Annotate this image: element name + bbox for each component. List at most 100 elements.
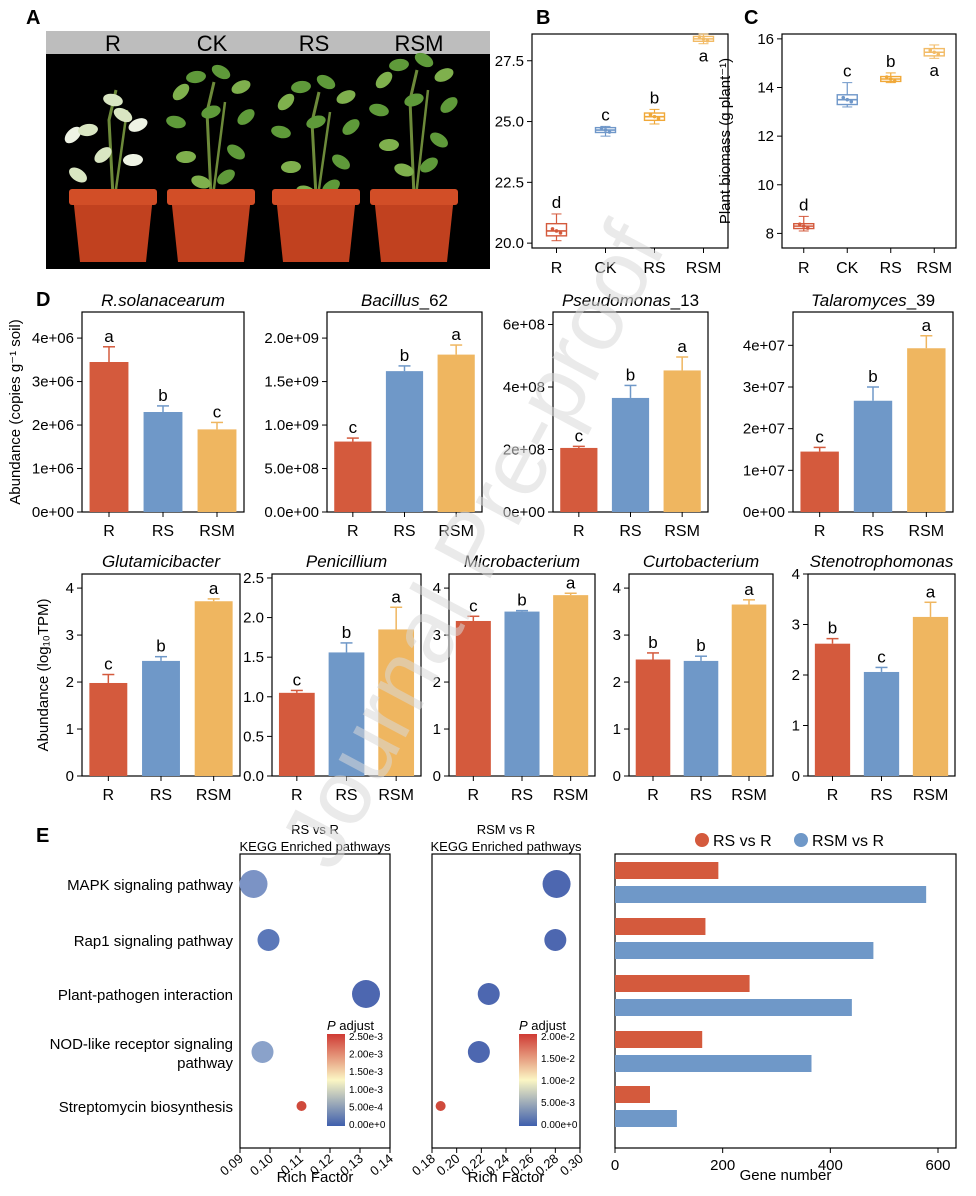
- data-point: [603, 128, 608, 132]
- chart-title: Stenotrophomonas: [810, 552, 954, 571]
- y-tick-label: 1e+06: [32, 461, 74, 478]
- legend-title-p: P: [327, 1018, 336, 1033]
- plant-leaf: [316, 74, 336, 90]
- y-tick-label: 2: [433, 674, 441, 691]
- x-tick-label: 400: [818, 1157, 843, 1174]
- bar-rs: [611, 397, 650, 512]
- enrichment-dot: [544, 929, 567, 951]
- y-tick-label: 1: [792, 718, 800, 735]
- x-tick-label: R: [291, 787, 303, 804]
- bar-rs: [504, 611, 540, 776]
- bar-rsm: [378, 629, 415, 776]
- enrichment-dot: [542, 870, 571, 898]
- y-tick-label: 1.0e+09: [264, 417, 319, 434]
- x-tick-label: RS: [150, 787, 172, 804]
- y-tick-label: 14: [757, 80, 774, 97]
- plant-leaf: [306, 115, 326, 129]
- x-axis-label: Rich Factor: [468, 1169, 545, 1186]
- bar-rs: [143, 412, 183, 512]
- legend-label: 5.00e-4: [349, 1102, 383, 1113]
- legend-label: RSM vs R: [812, 833, 884, 850]
- significance-letter: b: [868, 367, 877, 386]
- significance-letter: a: [209, 579, 219, 598]
- legend-label: 0.00e+0: [541, 1120, 578, 1131]
- y-tick-label: 0.5: [243, 728, 264, 745]
- y-tick-label: 4e+08: [503, 379, 545, 396]
- enrichment-dot: [296, 1101, 307, 1111]
- data-point: [884, 75, 889, 79]
- data-point: [558, 231, 563, 235]
- significance-letter: b: [626, 365, 635, 384]
- title-suffix: _13: [670, 291, 699, 310]
- x-tick-label: 200: [710, 1157, 735, 1174]
- significance-letter: a: [677, 337, 687, 356]
- significance-letter: a: [922, 316, 932, 335]
- bar-rs: [328, 652, 365, 776]
- y-tick-label: 3e+06: [32, 374, 74, 391]
- x-tick-label: RSM: [731, 787, 767, 804]
- panel-d8-chart: 0 1 2 3 4 Rb RS b RSM a Curtobacterium: [613, 552, 774, 804]
- y-tick-label: 22.5: [495, 174, 524, 191]
- panel-d7-chart: 0 1 2 3 4 Rc RS b RSM a Microbacterium: [433, 552, 596, 804]
- legend-label: 5.00e-3: [541, 1098, 575, 1109]
- plant-leaf: [103, 93, 123, 107]
- x-tick-label: R: [468, 787, 480, 804]
- enrichment-dot: [352, 980, 380, 1008]
- data-point: [892, 79, 897, 83]
- y-tick-label: 3: [433, 627, 441, 644]
- y-tick-label: 1: [613, 721, 621, 738]
- x-axis-label: Rich Factor: [277, 1169, 354, 1186]
- x-tick-label: RSM: [438, 523, 474, 540]
- title-suffix: _62: [419, 291, 448, 310]
- y-tick-label: 2.0e+09: [264, 330, 319, 347]
- significance-letter: a: [104, 327, 114, 346]
- bar-rs: [615, 918, 706, 935]
- data-point: [801, 224, 806, 228]
- y-tick-label: 3e+07: [743, 379, 785, 396]
- y-tick-label: 0: [792, 768, 800, 785]
- significance-letter: a: [451, 325, 461, 344]
- y-tick-label: 1.5e+09: [264, 374, 319, 391]
- plant-leaf: [291, 80, 311, 94]
- panel-d2-chart: 0.0e+00 5.0e+08 1.0e+09 1.5e+09 2.0e+09 Rc RS b…: [264, 291, 483, 540]
- data-point: [648, 112, 653, 117]
- legend-label: 2.00e-3: [349, 1050, 383, 1061]
- x-tick-label: RSM: [378, 787, 414, 804]
- significance-letter: b: [828, 619, 837, 638]
- panel-e1-chart: RS vs R KEGG Enriched pathways 0.09 0.10 0.1…: [217, 822, 396, 1186]
- plant-leaf: [271, 125, 291, 139]
- enrichment-dot: [251, 1041, 274, 1063]
- y-tick-label: 12: [757, 128, 774, 145]
- x-tick-label: R: [347, 523, 359, 540]
- enrichment-dot: [257, 929, 280, 951]
- title-genus: Bacillus: [361, 291, 420, 310]
- data-point: [841, 95, 846, 100]
- y-tick-label: 4e+06: [32, 330, 74, 347]
- plant-leaf: [166, 115, 186, 129]
- plant-leaf: [430, 132, 448, 148]
- y-tick-label: 0e+00: [503, 504, 545, 521]
- x-tick-label: RS: [690, 787, 712, 804]
- legend-label: 2.50e-3: [349, 1032, 383, 1043]
- x-tick-label: RSM: [916, 260, 952, 277]
- data-point: [599, 126, 604, 130]
- y-tick-label: 4: [792, 566, 800, 583]
- pot-body: [276, 196, 356, 262]
- significance-letter: d: [552, 193, 561, 212]
- x-tick-label: RS: [862, 523, 884, 540]
- enrichment-dot: [239, 870, 268, 898]
- x-tick-label: R: [814, 523, 826, 540]
- plant-ck: [166, 64, 255, 262]
- plant-leaf: [379, 138, 399, 152]
- significance-letter: c: [815, 427, 824, 446]
- plant-leaf: [113, 107, 133, 123]
- plant-leaf: [217, 169, 235, 185]
- pot-rim: [167, 189, 255, 205]
- bar-r: [455, 620, 491, 776]
- panel-d5-chart: 0 1 2 3 4 Rc RS b RSM a Glutamicibacter: [66, 552, 241, 804]
- legend-label: 1.00e-2: [541, 1076, 575, 1087]
- y-tick-label: 2e+07: [743, 421, 785, 438]
- legend-label: 2.00e-2: [541, 1032, 575, 1043]
- data-point: [607, 130, 612, 134]
- significance-letter: b: [650, 88, 659, 107]
